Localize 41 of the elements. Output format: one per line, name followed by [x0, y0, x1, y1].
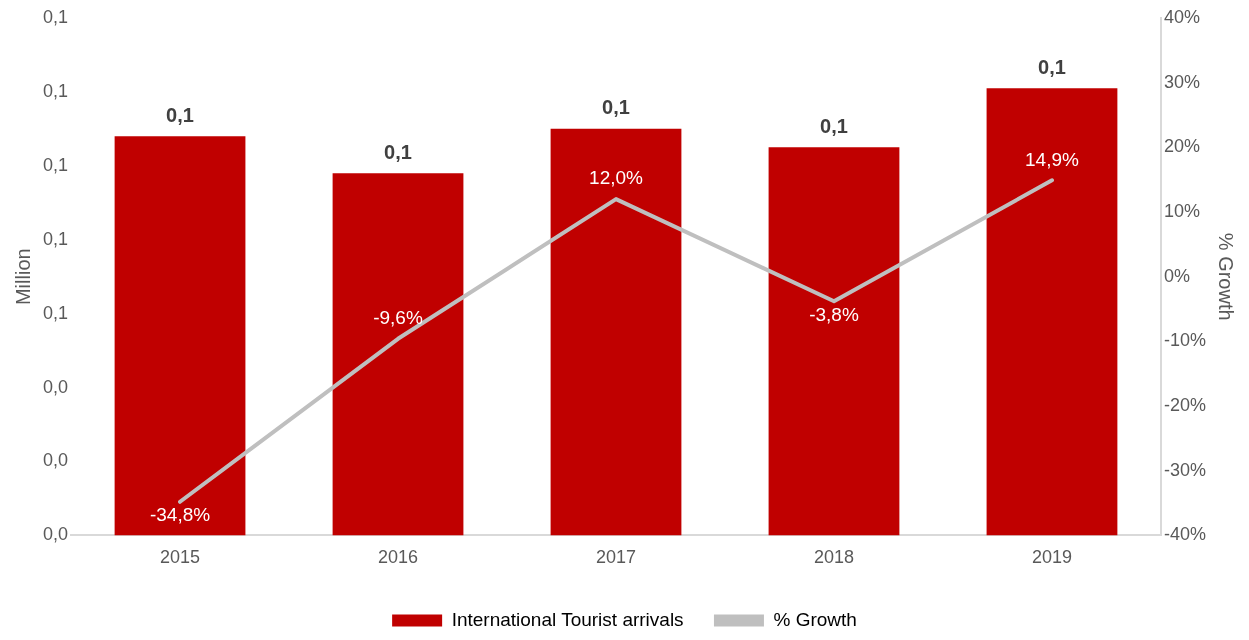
legend-label: International Tourist arrivals — [451, 608, 684, 630]
data-label: 0,1 — [1038, 55, 1066, 78]
data-label: 12,0% — [589, 167, 644, 189]
x-tick-label: 2015 — [159, 547, 201, 568]
y2-tick-label: -20% — [1163, 395, 1207, 416]
y2-tick-label: -30% — [1163, 459, 1207, 480]
y2-tick-label: -40% — [1163, 524, 1207, 545]
data-label: -34,8% — [149, 504, 211, 525]
y-tick-label: 0,0 — [42, 524, 69, 545]
y-tick-label: 0,0 — [42, 450, 69, 471]
bar — [332, 173, 464, 536]
y2-tick-label: 30% — [1163, 71, 1201, 92]
data-label: 0,1 — [166, 103, 194, 126]
y2-tick-label: 10% — [1163, 200, 1201, 221]
y-axis-title: Million — [11, 248, 34, 306]
data-label: -3,8% — [809, 303, 859, 325]
y-tick-label: 0,1 — [42, 6, 69, 27]
y-tick-label: 0,1 — [42, 302, 69, 323]
x-tick-label: 2017 — [595, 547, 637, 568]
data-label: -9,6% — [373, 307, 423, 329]
y2-axis-title: % Growth — [1215, 232, 1238, 321]
y-tick-label: 0,1 — [42, 80, 69, 101]
x-tick-label: 2018 — [813, 547, 855, 568]
x-tick-label: 2016 — [377, 547, 419, 568]
y2-tick-label: 40% — [1163, 6, 1201, 27]
legend-label: % Growth — [773, 608, 857, 630]
y2-tick-label: 20% — [1163, 136, 1201, 157]
y-tick-label: 0,0 — [42, 376, 69, 397]
data-label: 0,1 — [820, 114, 848, 137]
data-label: 0,1 — [602, 96, 630, 119]
bar — [550, 128, 682, 536]
data-label: 14,9% — [1025, 148, 1080, 170]
y-tick-label: 0,1 — [42, 154, 69, 175]
y-tick-label: 0,1 — [42, 228, 69, 249]
bar — [986, 88, 1118, 536]
data-label: 0,1 — [384, 140, 412, 163]
bar — [114, 136, 246, 536]
y2-tick-label: -10% — [1163, 330, 1207, 351]
bar — [768, 147, 900, 536]
y2-tick-label: 0% — [1163, 265, 1190, 286]
x-tick-label: 2019 — [1031, 547, 1073, 568]
